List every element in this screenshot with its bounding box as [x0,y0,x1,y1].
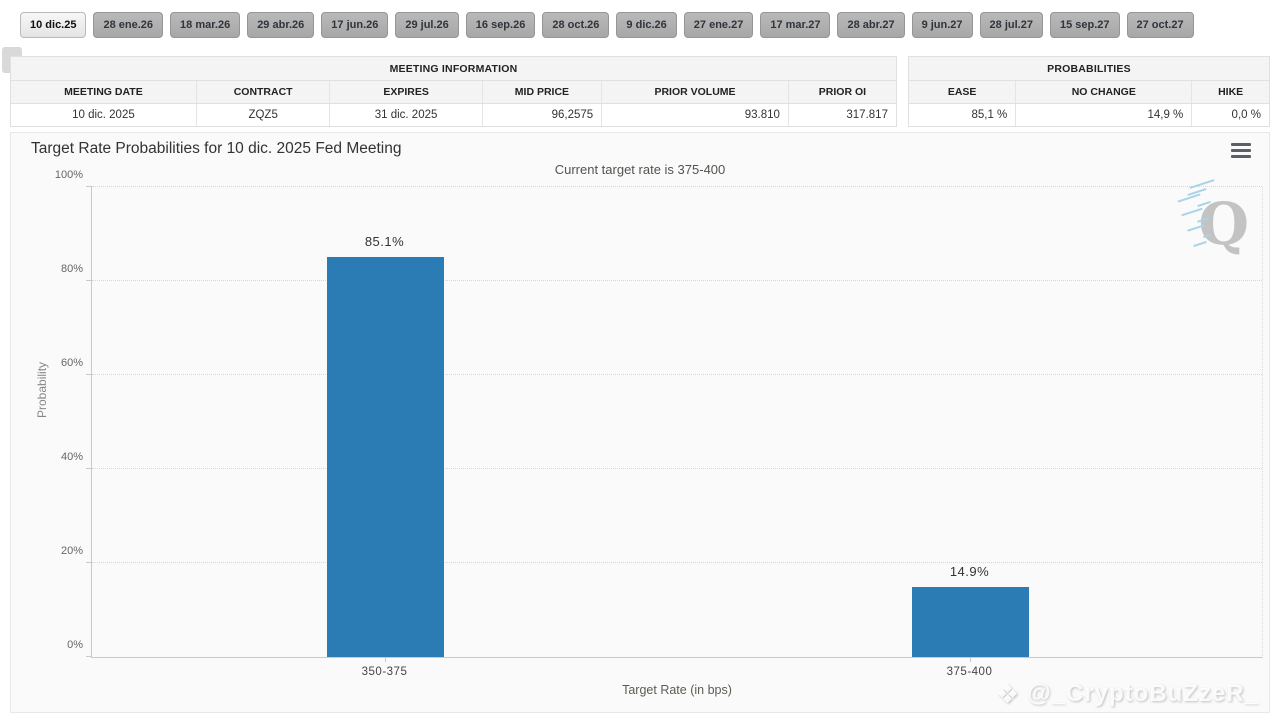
bar-375-400[interactable] [911,586,1029,657]
probabilities-group-header: PROBABILITIES [909,57,1269,81]
probabilities-value: 14,9 % [1016,104,1193,126]
y-tick-label: 0% [67,639,83,651]
meeting_info-value: 93.810 [602,104,789,126]
gridline [92,280,1262,281]
bar-350-375[interactable] [326,257,444,657]
y-tick-label: 40% [60,451,83,463]
y-tick [86,656,92,657]
x-category-label: 350-375 [361,666,408,678]
y-tick [86,186,92,187]
meeting_info-column-header: EXPIRES [330,81,483,103]
menu-bar [1231,143,1251,146]
tab-9-jun-27[interactable]: 9 jun.27 [911,12,973,38]
meeting-information-table: MEETING INFORMATION MEETING DATE CONTRACT E… [10,56,897,127]
y-tick [86,280,92,281]
probabilities-column-header: NO CHANGE [1016,81,1193,103]
tab-28-oct-26[interactable]: 28 oct.26 [542,12,610,38]
gridline [92,186,1262,187]
x-tick [969,657,971,662]
menu-bar [1231,149,1251,152]
y-tick-label: 60% [60,357,83,369]
probabilities-value: 0,0 % [1231,109,1261,121]
x-tick [384,657,386,662]
bar-value-label: 85.1% [364,234,405,250]
meeting_info-group-header: MEETING INFORMATION [11,57,896,81]
y-tick [86,374,92,375]
meeting_info-column-header: MEETING DATE [11,81,197,103]
y-axis-title: Probability [35,361,49,418]
tab-28-abr-27[interactable]: 28 abr.27 [837,12,905,38]
tab-29-jul-26[interactable]: 29 jul.26 [395,12,459,38]
meeting_info-column-header: MID PRICE [483,81,603,103]
probabilities-value: 85,1 % [909,104,1017,126]
y-tick-label: 100% [54,169,83,181]
meeting_info-value: 317.817 [846,109,888,121]
probabilities-column-header: HIKE [1218,86,1244,98]
gridline [92,374,1262,375]
chart-title: Target Rate Probabilities for 10 dic. 20… [31,140,402,157]
tab-17-mar-27[interactable]: 17 mar.27 [760,12,831,38]
y-tick [86,468,92,469]
meeting_info-column-header: PRIOR OI [818,86,867,98]
meeting-date-tabbar: 10 dic.25 28 ene.26 18 mar.26 29 abr.26 17 j… [20,12,1194,38]
tab-28-jul-27[interactable]: 28 jul.27 [979,12,1043,38]
meeting_info-value: ZQZ5 [197,104,331,126]
y-tick-label: 20% [60,545,83,557]
chart-plot-area: 0% 20% 40% 60% 80% 100% 85.1% 350-375 14.9% 375-4… [55,169,1263,678]
x-axis-title: Target Rate (in bps) [622,683,732,697]
tab-16-sep-26[interactable]: 16 sep.26 [465,12,536,38]
chart-subtitle: Current target rate is 375-400 [554,162,726,177]
chart-context-menu-icon[interactable] [1231,143,1251,158]
y-tick [86,562,92,563]
probabilities-column-header: EASE [909,81,1017,103]
probabilities-table: PROBABILITIES EASE NO CHANGE HIKE 85,1 % 14,9… [908,56,1270,127]
tab-29-abr-26[interactable]: 29 abr.26 [247,12,315,38]
meeting_info-value: 96,2575 [483,104,603,126]
fed-meeting-chart-card: Target Rate Probabilities for 10 dic. 20… [10,132,1270,713]
tab-10-dic-25[interactable]: 10 dic.25 [20,12,87,38]
meeting_info-column-header: PRIOR VOLUME [602,81,789,103]
meeting_info-value: 10 dic. 2025 [11,104,197,126]
tab-9-dic-26[interactable]: 9 dic.26 [616,12,677,38]
tab-28-ene-26[interactable]: 28 ene.26 [93,12,164,38]
gridline [92,562,1262,563]
gridline [92,468,1262,469]
tab-27-ene-27[interactable]: 27 ene.27 [683,12,754,38]
meeting_info-value: 31 dic. 2025 [330,104,483,126]
y-tick-label: 80% [60,263,83,275]
tab-15-sep-27[interactable]: 15 sep.27 [1049,12,1120,38]
x-category-label: 375-400 [946,666,993,678]
tab-18-mar-26[interactable]: 18 mar.26 [170,12,241,38]
menu-bar [1231,155,1251,158]
bar-value-label: 14.9% [949,563,990,579]
tab-27-oct-27[interactable]: 27 oct.27 [1126,12,1194,38]
tab-17-jun-26[interactable]: 17 jun.26 [321,12,389,38]
meeting_info-column-header: CONTRACT [197,81,331,103]
